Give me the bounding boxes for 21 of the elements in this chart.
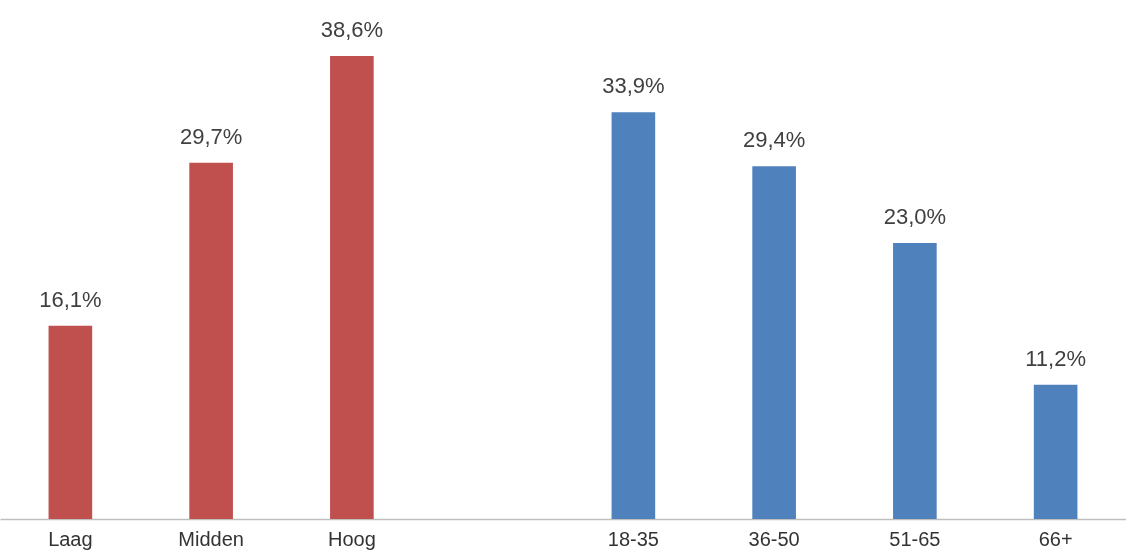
x-tick-label: Hoog: [327, 527, 376, 550]
bar: [1033, 384, 1078, 519]
x-tick-label: 66+: [1038, 527, 1073, 550]
data-label: 38,6%: [320, 16, 384, 42]
data-label: 23,0%: [883, 204, 947, 230]
bar: [611, 112, 656, 519]
bar: [48, 325, 93, 519]
bar: [893, 243, 937, 519]
data-label: 29,7%: [179, 123, 243, 149]
data-label: 11,2%: [1025, 345, 1086, 371]
bar: [189, 162, 233, 519]
x-tick-label: Midden: [178, 527, 244, 550]
x-tick-label: 36-50: [748, 527, 800, 550]
x-tick-label: Laag: [48, 527, 93, 550]
x-tick-label: 18-35: [607, 527, 659, 550]
data-label: 33,9%: [602, 73, 665, 99]
data-label: 29,4%: [742, 127, 806, 153]
bar: [330, 55, 374, 519]
x-tick-label: 51-65: [889, 527, 941, 550]
bar: [752, 166, 796, 519]
data-label: 16,1%: [39, 286, 102, 312]
